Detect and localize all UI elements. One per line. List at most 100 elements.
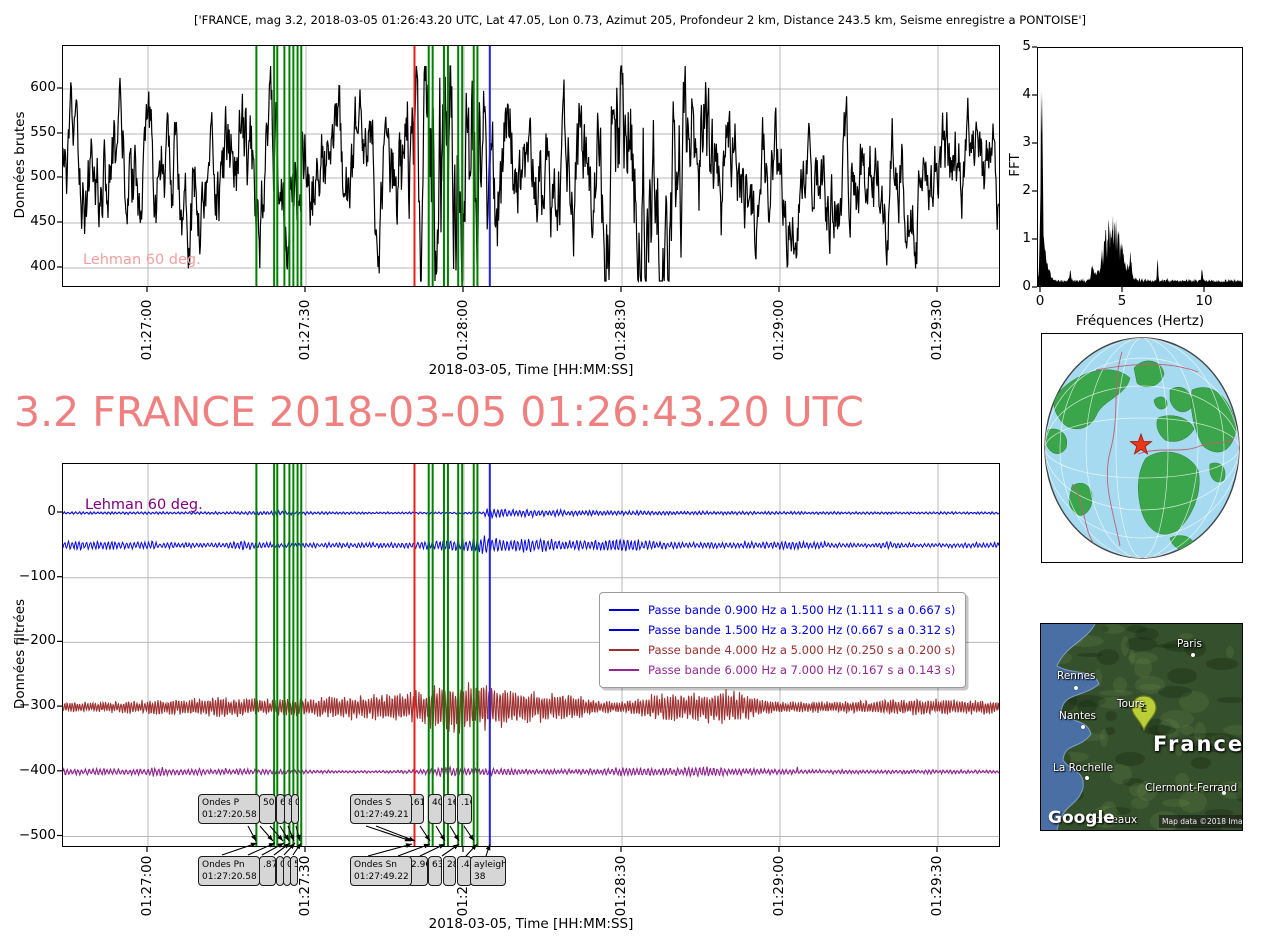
y-tick-label: 600 <box>30 79 56 95</box>
map-city-label: La Rochelle <box>1053 762 1114 774</box>
y-tick-label: 450 <box>30 213 56 229</box>
ondes-s-fragment: 40 <box>428 794 442 824</box>
anno-line2: 38 <box>474 872 486 882</box>
anno-line2: 6 <box>280 797 284 809</box>
anno-line2: 01:27:49.21 <box>354 810 409 820</box>
station-pin <box>1131 695 1157 732</box>
map-city-label: Rennes <box>1057 670 1096 682</box>
ondes-pn-fragment: .87 <box>259 856 276 886</box>
y-tick-label: 550 <box>30 124 56 140</box>
x-tick-label: 01:28:30 <box>613 299 629 361</box>
y-tick-label: −500 <box>18 826 56 843</box>
anno-line1: ayleigh <box>474 860 506 870</box>
anno-line2: 01:27:49.22 <box>354 872 409 882</box>
ondes-sn-fragment: 63 <box>428 856 442 886</box>
fft-y-tick-label: 4 <box>1022 86 1031 102</box>
y-tick-label: 400 <box>30 258 56 274</box>
map-canvas: E <box>1041 624 1242 830</box>
legend-label: Passe bande 6.000 Hz a 7.000 Hz (0.167 s… <box>648 663 956 677</box>
x-tick-label: 01:27:30 <box>297 299 313 361</box>
legend-line-sample <box>609 648 639 652</box>
ondes-pn-fragment: 5 <box>290 856 298 886</box>
globe-map <box>1041 333 1243 563</box>
map-city-label: Paris <box>1177 638 1202 650</box>
legend-entry-0: Passe bande 0.900 Hz a 1.500 Hz (1.111 s… <box>609 600 955 620</box>
x-tick-label: 01:27:00 <box>139 299 155 361</box>
map-city-dot <box>1191 653 1195 657</box>
bandpass-legend: Passe bande 0.900 Hz a 1.500 Hz (1.111 s… <box>599 592 967 688</box>
map-city-dot <box>1081 725 1085 729</box>
fft-canvas <box>1038 90 1242 286</box>
fft-x-tick-label: 10 <box>1195 293 1213 309</box>
anno-line2: 63 <box>432 860 441 870</box>
ondes-p-tag: Ondes P 01:27:20.58 <box>198 794 260 824</box>
anno-line1: Ondes S <box>354 798 392 808</box>
top-xlabel: 2018-03-05, Time [HH:MM:SS] <box>428 362 634 378</box>
ondes-s-tag: Ondes S 01:27:49.21 <box>350 794 412 824</box>
event-headline: 3.2 FRANCE 2018-03-05 01:26:43.20 UTC <box>14 388 864 436</box>
filtered-data-plot: Lehman 60 deg. Passe bande 0.900 Hz a 1.… <box>62 463 1000 847</box>
y-tick-label: 500 <box>30 168 56 184</box>
fft-xlabel: Fréquences (Hertz) <box>1075 313 1205 329</box>
fft-y-tick-label: 2 <box>1022 182 1031 198</box>
y-tick-label: −200 <box>18 632 56 649</box>
x-tick-label: 01:29:30 <box>929 855 945 917</box>
watermark-bottom: Lehman 60 deg. <box>85 497 203 513</box>
anno-line1: Ondes P <box>202 798 240 808</box>
anno-line2: 50 <box>263 798 275 808</box>
map-attribution: Map data ©2018 Imagery ©2018 TerraMetric… <box>1159 815 1242 828</box>
figure-title: ['FRANCE, mag 3.2, 2018-03-05 01:26:43.2… <box>193 13 1087 27</box>
ondes-sn-tag: Ondes Sn 01:27:49.22 <box>350 856 412 886</box>
region-map: E Paris Rennes Nantes Tours La Rochelle Clerm… <box>1040 623 1243 831</box>
legend-label: Passe bande 0.900 Hz a 1.500 Hz (1.111 s… <box>648 603 956 617</box>
x-tick-label: 01:28:00 <box>455 299 471 361</box>
x-tick-label: 01:29:30 <box>929 299 945 361</box>
legend-entry-3: Passe bande 6.000 Hz a 7.000 Hz (0.167 s… <box>609 660 955 680</box>
anno-line2: .47 <box>461 860 471 870</box>
legend-line-sample <box>609 668 639 672</box>
fft-y-tick-label: 5 <box>1022 38 1031 54</box>
anno-line2: .16 <box>461 798 471 808</box>
fft-x-tick-label: 5 <box>1117 293 1127 309</box>
bottom-xlabel: 2018-03-05, Time [HH:MM:SS] <box>428 916 634 932</box>
fft-y-tick-label: 3 <box>1022 134 1031 150</box>
x-tick-label: 01:28:30 <box>613 855 629 917</box>
anno-line2: 2.96 <box>411 860 427 870</box>
anno-line2: 28 <box>447 860 455 870</box>
map-city-label: Clermont-Ferrand <box>1145 782 1238 794</box>
anno-line2: 40 <box>432 798 441 808</box>
anno-line1: Ondes Pn <box>202 860 245 870</box>
map-country-label: France <box>1153 732 1243 756</box>
anno-line2: 01:27:20.58 <box>202 810 257 820</box>
epicenter-star <box>1129 432 1153 455</box>
y-tick-label: −300 <box>18 697 56 714</box>
anno-line2: 01:27:20.58 <box>202 872 257 882</box>
x-tick-label: 01:29:00 <box>771 299 787 361</box>
fft-y-tick-label: 1 <box>1022 230 1031 246</box>
anno-line2: .61 <box>411 798 424 808</box>
fft-plot <box>1037 47 1243 287</box>
legend-entry-2: Passe bande 4.000 Hz a 5.000 Hz (0.250 s… <box>609 640 955 660</box>
ondes-p-fragment: 50 <box>259 794 276 824</box>
legend-label: Passe bande 1.500 Hz a 3.200 Hz (0.667 s… <box>648 623 956 637</box>
raw-data-plot: Lehman 60 deg. <box>62 45 1000 287</box>
legend-entry-1: Passe bande 1.500 Hz a 3.200 Hz (0.667 s… <box>609 620 955 640</box>
watermark-top: Lehman 60 deg. <box>83 252 201 268</box>
anno-line2: .87 <box>263 860 276 870</box>
rayleigh-tag: ayleigh 38 <box>470 856 506 886</box>
google-logo: Google <box>1048 808 1115 828</box>
anno-line2: 16 <box>447 798 455 808</box>
map-city-label: Tours <box>1117 698 1145 710</box>
fft-y-tick-label: 0 <box>1022 278 1031 294</box>
legend-line-sample <box>609 628 639 632</box>
map-city-label: Nantes <box>1059 710 1096 722</box>
raw-trace-canvas <box>63 46 999 286</box>
ondes-sn-fragment: 28 <box>443 856 456 886</box>
x-tick-label: 01:27:30 <box>297 855 313 917</box>
map-city-dot <box>1074 686 1078 690</box>
legend-line-sample <box>609 608 639 612</box>
map-city-label: Bordeaux <box>1087 814 1138 826</box>
y-tick-label: 0 <box>47 503 56 519</box>
x-tick-label: 01:29:00 <box>771 855 787 917</box>
